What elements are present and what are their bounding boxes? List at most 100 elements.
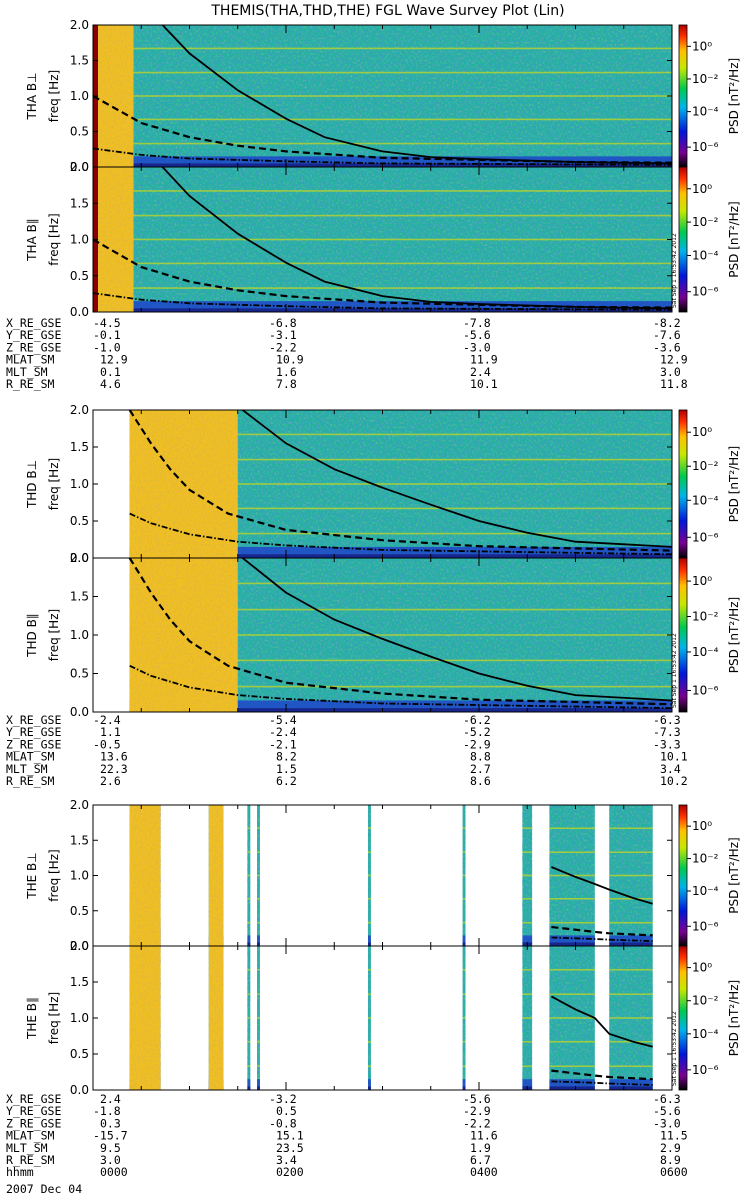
y-tick-label: 1.0 — [70, 477, 89, 491]
ephemeris-value: 0200 — [276, 1165, 304, 1179]
ephemeris-value: 0000 — [100, 1165, 128, 1179]
ephemeris-value: -8.2 — [653, 316, 681, 330]
spectrogram-panels: 0.0 0.5 1.0 1.5 2.0 THA B⊥ freq [Hz] 10⁰ 10⁻² 10⁻… — [25, 18, 741, 1097]
ephemeris-name: Y_RE_GSE — [6, 1104, 61, 1118]
colorbar-tick-label: 10⁻² — [692, 994, 719, 1008]
ephemeris-value: 10.1 — [470, 377, 498, 391]
generation-stamp: Sat Sep 1 16:53:42 2012 — [671, 233, 678, 308]
colorbar-label: PSD [nT²/Hz] — [727, 837, 741, 913]
trace-dashed-line — [551, 1069, 653, 1081]
ephemeris-value: -6.2 — [463, 713, 491, 727]
colorbar-tick-label: 10⁻⁶ — [692, 683, 719, 697]
colorbar — [678, 24, 688, 168]
y-tick-label: 0.0 — [70, 160, 89, 174]
ephemeris-value: 3.4 — [660, 762, 681, 776]
y-tick-label: 1.5 — [70, 54, 89, 68]
y-tick-label: 0.5 — [70, 1047, 89, 1061]
date-label: 2007 Dec 04 — [6, 1182, 82, 1196]
trace-dashed-line — [551, 925, 653, 937]
ephemeris-value: -6.3 — [653, 713, 681, 727]
ephemeris-value: 3.0 — [100, 1153, 121, 1167]
panel-5: 0.0 0.5 1.0 1.5 2.0 THE B⊥ freq [Hz] 10⁰ 10⁻² 10⁻… — [25, 798, 741, 953]
colorbar-tick-label: 10⁻² — [692, 215, 719, 229]
colorbar — [678, 409, 688, 559]
ephemeris-value: 10.2 — [660, 774, 688, 788]
y-tick-label: 0.5 — [70, 514, 89, 528]
ephemeris-value: 11.5 — [660, 1129, 688, 1143]
y-tick-label: 0.0 — [70, 551, 89, 565]
panel-label: THE B∥ — [25, 997, 39, 1040]
ephemeris-value: 12.9 — [100, 353, 128, 367]
trace-dashdot-line — [551, 1080, 653, 1086]
spectrogram-image — [128, 410, 672, 558]
spectrogram-image — [93, 25, 672, 167]
trace-dashed-line — [128, 410, 672, 552]
panel-6: 0.0 0.5 1.0 1.5 2.0 THE B∥ freq [Hz] 10⁰ 10⁻² 10⁻… — [25, 939, 741, 1097]
ephemeris-block-1: X_RE_GSE -4.5 -6.8 -7.8 -8.2 Y_RE_GSE -0.1 -3.1… — [6, 316, 688, 391]
ephemeris-value: -3.0 — [463, 340, 491, 354]
spectrogram-image — [129, 946, 653, 1090]
ephemeris-value: 10.1 — [660, 750, 688, 764]
y-tick-label: 0.5 — [70, 904, 89, 918]
colorbar-tick-label: 10⁰ — [692, 574, 712, 588]
ephemeris-value: 2.4 — [470, 365, 491, 379]
ephemeris-value: -7.6 — [653, 328, 681, 342]
ephemeris-name: R_RE_SM — [6, 774, 55, 788]
spectrogram-image — [128, 558, 672, 712]
panel-3: 0.0 0.5 1.0 1.5 2.0 THD B⊥ freq [Hz] 10⁰ 10⁻² 10⁻… — [25, 403, 741, 565]
ephemeris-value: 9.5 — [100, 1141, 121, 1155]
ephemeris-value: 0.5 — [276, 1104, 297, 1118]
y-tick-label: 1.5 — [70, 833, 89, 847]
spectrogram-image — [129, 805, 653, 946]
panel-2: 0.0 0.5 1.0 1.5 2.0 THA B∥ freq [Hz] 10⁰ 10⁻² 10⁻… — [25, 160, 741, 319]
y-tick-label: 1.0 — [70, 233, 89, 247]
ephemeris-value: -3.3 — [653, 737, 681, 751]
ephemeris-value: -2.2 — [269, 340, 297, 354]
ephemeris-value: -2.9 — [463, 1104, 491, 1118]
y-axis-unit: freq [Hz] — [47, 992, 61, 1044]
trace-solid-line — [550, 995, 653, 1048]
ephemeris-value: -2.1 — [269, 737, 297, 751]
ephemeris-value: 1.5 — [276, 762, 297, 776]
colorbar-tick-label: 10⁻² — [692, 72, 719, 86]
trace-dashed-line — [93, 95, 672, 164]
panel-label: THE B⊥ — [25, 852, 39, 899]
y-tick-label: 1.0 — [70, 89, 89, 103]
y-tick-label: 1.0 — [70, 628, 89, 642]
ephemeris-name: MLAT_SM — [6, 353, 55, 367]
colorbar — [678, 557, 688, 713]
colorbar — [678, 804, 688, 947]
ephemeris-block-2: X_RE_GSE -2.4 -5.4 -6.2 -6.3Y_RE_GSE 1.1 -2.4-… — [6, 713, 688, 788]
y-tick-label: 2.0 — [70, 160, 89, 174]
colorbar-tick-label: 10⁻⁴ — [692, 248, 719, 262]
ephemeris-value: 2.9 — [660, 1141, 681, 1155]
ephemeris-value: 3.0 — [660, 365, 681, 379]
ephemeris-value: 0400 — [470, 1165, 498, 1179]
generation-stamp: Sat Sep 1 16:53:42 2012 — [671, 1011, 678, 1086]
y-axis-unit: freq [Hz] — [47, 609, 61, 661]
ephemeris-value: -5.2 — [463, 725, 491, 739]
ephemeris-value: 0600 — [660, 1165, 688, 1179]
colorbar-tick-label: 10⁻⁶ — [692, 919, 719, 933]
ephemeris-value: 11.6 — [470, 1129, 498, 1143]
trace-solid-line — [242, 558, 672, 702]
trace-solid-line — [242, 410, 672, 548]
colorbar-tick-label: 10⁰ — [692, 425, 712, 439]
y-tick-label: 1.0 — [70, 1011, 89, 1025]
y-axis-unit: freq [Hz] — [47, 458, 61, 510]
colorbar-tick-label: 10⁻⁴ — [692, 884, 719, 898]
y-tick-label: 0.0 — [70, 305, 89, 319]
y-tick-label: 2.0 — [70, 403, 89, 417]
colorbar-label: PSD [nT²/Hz] — [727, 980, 741, 1056]
ephemeris-value: -0.5 — [93, 737, 121, 751]
colorbar-label: PSD [nT²/Hz] — [727, 201, 741, 277]
ephemeris-name: Z_RE_GSE — [6, 340, 61, 354]
ephemeris-value: 13.6 — [100, 750, 128, 764]
ephemeris-value: -1.0 — [93, 340, 121, 354]
ephemeris-value: 11.8 — [660, 377, 688, 391]
panel-label: THD B⊥ — [25, 460, 39, 509]
ephemeris-value: -6.3 — [653, 1092, 681, 1106]
colorbar-tick-label: 10⁻⁶ — [692, 140, 719, 154]
ephemeris-value: -3.1 — [269, 328, 297, 342]
